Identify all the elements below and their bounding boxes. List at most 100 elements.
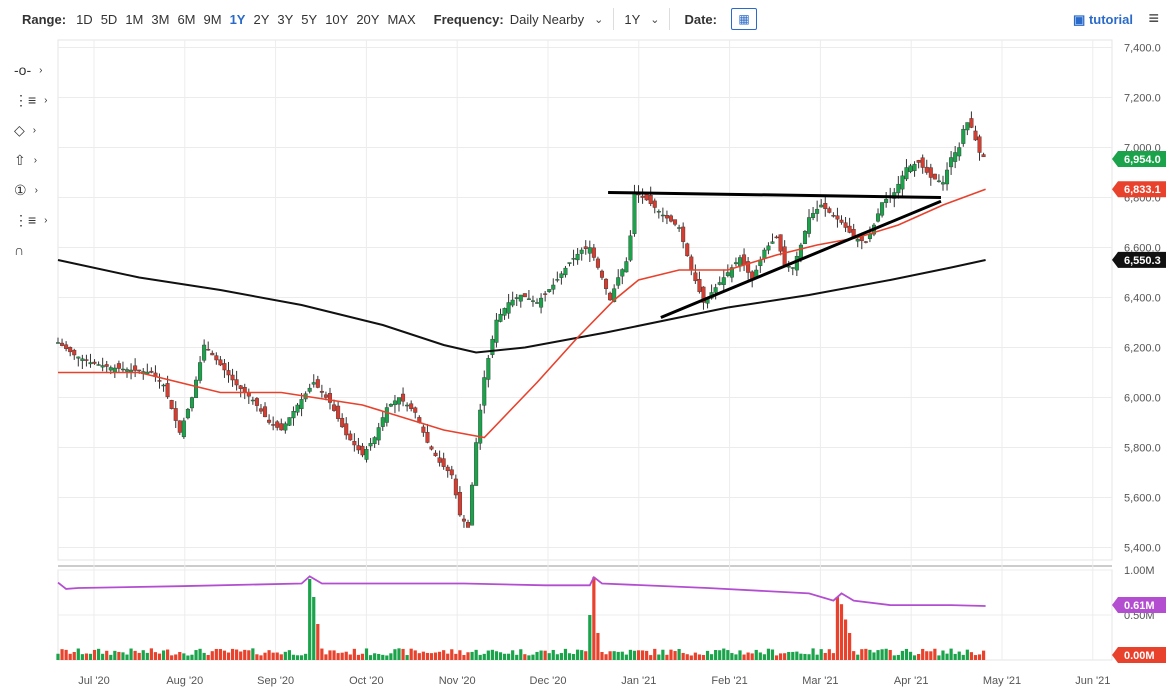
time-tick-label: Jul '20 [78, 675, 109, 687]
chevron-down-icon: ⌄ [650, 13, 660, 26]
candle-body [352, 441, 357, 446]
time-tick-label: Apr '21 [894, 675, 929, 687]
number-icon[interactable]: ① › [14, 175, 54, 205]
range-button-5d[interactable]: 5D [100, 11, 118, 27]
candle-body [583, 246, 588, 249]
crosshair-icon[interactable]: -o- › [14, 55, 54, 85]
candle-body [965, 122, 970, 131]
range-button-max[interactable]: MAX [387, 11, 416, 27]
candle-body [912, 163, 917, 171]
volume-bar [283, 651, 287, 660]
drawing-list-icon[interactable]: ⋮≡ › [14, 85, 54, 115]
range-button-6m[interactable]: 6M [177, 11, 196, 27]
candle-body [478, 409, 483, 444]
volume-bar [113, 650, 117, 660]
range-button-3m[interactable]: 3M [151, 11, 170, 27]
volume-bar [166, 649, 170, 660]
volume-bar [624, 654, 628, 660]
candle-body [157, 380, 162, 382]
candle-body [579, 249, 584, 254]
candle-body [275, 421, 280, 428]
candle-body [133, 365, 138, 371]
candle-body [932, 173, 937, 180]
tutorial-link[interactable]: ▣ tutorial [1073, 12, 1133, 27]
candle-body [770, 241, 775, 244]
volume-bar [852, 651, 856, 660]
shape-icon[interactable]: ◇ › [14, 115, 54, 145]
range-button-1y[interactable]: 1Y [229, 11, 246, 27]
volume-bar [868, 649, 872, 660]
volume-bar [600, 651, 604, 660]
volume-bar [799, 653, 803, 660]
candle-body [319, 390, 324, 393]
range-button-1d[interactable]: 1D [76, 11, 93, 27]
volume-bar [925, 651, 929, 660]
volume-bar [64, 649, 68, 660]
menu-icon[interactable]: ≡ [1148, 8, 1159, 28]
fibonacci-icon[interactable]: ⋮≡ › [14, 205, 54, 235]
frequency-value: Daily Nearby [509, 11, 585, 27]
candle-body [526, 298, 531, 300]
volume-bar [125, 654, 129, 660]
range-button-3y[interactable]: 3Y [277, 11, 294, 27]
candle-body [287, 417, 292, 426]
volume-bar [580, 650, 584, 660]
candle-body [900, 175, 905, 190]
drawing-list-icon-glyph: ⋮≡ [14, 91, 37, 108]
candle-body [904, 167, 909, 180]
volume-bar [409, 648, 413, 660]
time-tick-label: Dec '20 [530, 675, 567, 687]
volume-bar [949, 648, 953, 660]
volume-bar [287, 650, 291, 660]
volume-bar [616, 651, 620, 660]
volume-bar [482, 653, 486, 660]
volume-bar [783, 653, 787, 660]
candle-body [697, 279, 702, 292]
period-value: 1Y [624, 11, 641, 27]
chevron-right-icon: › [44, 94, 48, 106]
candle-body [372, 437, 377, 444]
magnet-icon[interactable]: ∩ [14, 235, 54, 265]
candle-body [733, 262, 738, 265]
period-dropdown[interactable]: 1Y ⌄ [624, 12, 659, 27]
volume-bar [921, 648, 925, 660]
volume-bar [222, 650, 227, 660]
volume-bar [421, 651, 425, 660]
volume-bar [856, 654, 860, 660]
volume-bar [121, 652, 125, 660]
candle-body [250, 399, 255, 402]
range-button-1m[interactable]: 1M [125, 11, 144, 27]
range-button-9m[interactable]: 9M [203, 11, 222, 27]
candle-body [823, 203, 828, 209]
volume-bar [433, 652, 438, 660]
volume-bar [900, 650, 904, 660]
candle-body [206, 349, 211, 351]
volume-bar [957, 651, 961, 660]
candle-body [267, 419, 272, 423]
volume-bar [677, 649, 681, 660]
candle-body [238, 385, 243, 389]
candle-body [60, 342, 65, 346]
volume-bar [263, 652, 267, 660]
volume-bar [969, 652, 974, 660]
candle-body [595, 258, 600, 268]
range-button-5y[interactable]: 5Y [301, 11, 318, 27]
arrow-up-icon[interactable]: ⇧ › [14, 145, 54, 175]
candle-body [656, 211, 661, 213]
range-button-2y[interactable]: 2Y [253, 11, 270, 27]
candle-body [559, 273, 564, 278]
volume-bar [645, 650, 649, 660]
calendar-icon[interactable]: ▦ [731, 8, 757, 30]
volume-bar [243, 649, 247, 660]
candle-body [364, 448, 369, 460]
candle-body [551, 284, 556, 290]
fibonacci-icon-glyph: ⋮≡ [14, 211, 37, 228]
candle-body [819, 204, 824, 208]
volume-bar [413, 650, 417, 660]
frequency-dropdown[interactable]: Daily Nearby ⌄ [510, 12, 604, 27]
volume-bar [96, 648, 101, 660]
volume-bar [308, 579, 312, 660]
range-button-10y[interactable]: 10Y [325, 11, 349, 27]
range-button-20y[interactable]: 20Y [356, 11, 380, 27]
